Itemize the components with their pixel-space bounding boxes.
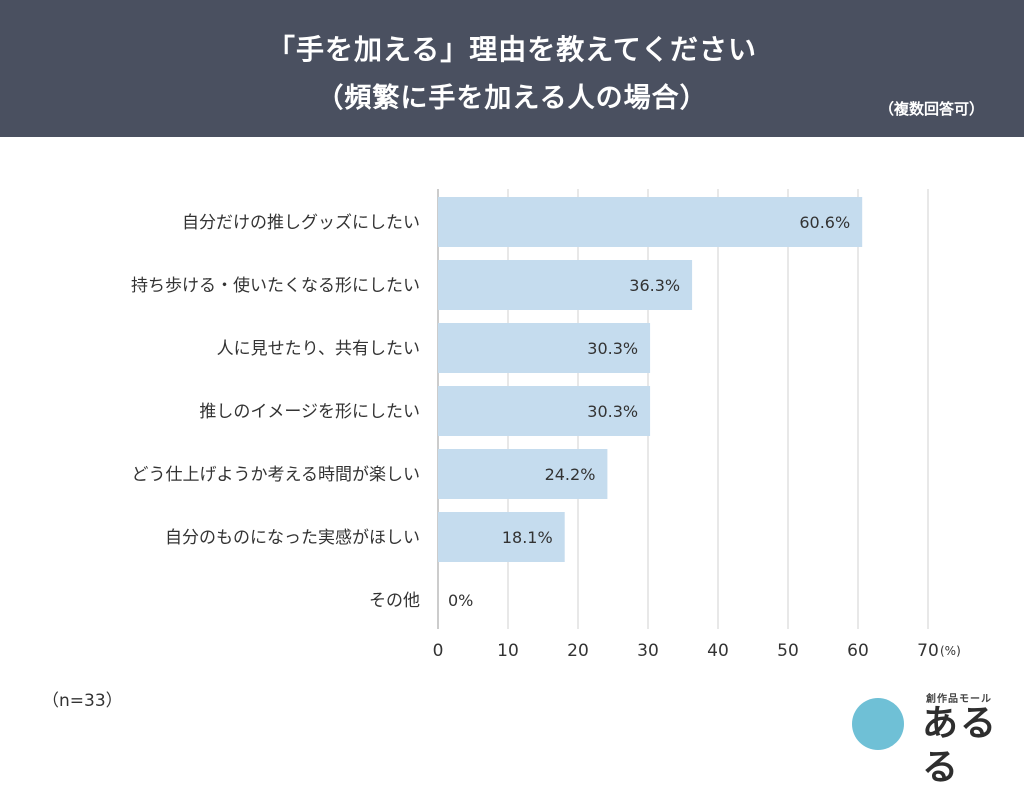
logo-subtitle: 創作品モール — [926, 694, 992, 705]
bar — [438, 323, 651, 373]
x-unit-label: (%) — [940, 644, 961, 658]
x-tick-label: 60 — [847, 641, 869, 661]
x-tick-label: 10 — [497, 641, 519, 661]
data-label: 24.2% — [545, 465, 596, 484]
x-tick-label: 0 — [433, 641, 444, 661]
header-banner: 「手を加える」理由を教えてください （頻繁に手を加える人の場合） （複数回答可） — [0, 0, 1024, 137]
x-tick-label: 70 — [917, 641, 939, 661]
bar — [438, 386, 651, 436]
logo-wordmark: あるる — [922, 703, 999, 788]
category-label: 自分のものになった実感がほしい — [165, 528, 420, 548]
x-tick-label: 50 — [777, 641, 799, 661]
brand-logo: 創作品モール あるる — [848, 688, 1008, 788]
x-tick-label: 30 — [637, 641, 659, 661]
bar — [438, 512, 565, 562]
bar — [438, 449, 608, 499]
x-tick-label: 40 — [707, 641, 729, 661]
chart-title: 「手を加える」理由を教えてください — [267, 33, 757, 66]
rabbit-logo-icon — [852, 698, 904, 750]
category-label: 持ち歩ける・使いたくなる形にしたい — [131, 275, 420, 296]
x-tick-label: 20 — [567, 641, 589, 661]
data-label: 60.6% — [799, 213, 850, 232]
category-label: 推しのイメージを形にしたい — [199, 402, 420, 422]
data-label: 30.3% — [587, 339, 638, 358]
data-label: 18.1% — [502, 528, 553, 547]
sample-size-label: （n=33） — [42, 691, 123, 711]
multiple-answer-note: （複数回答可） — [878, 100, 984, 118]
bar — [438, 197, 863, 247]
bar-chart: 自分だけの推しグッズにしたい 60.6% 持ち歩ける・使いたくなる形にしたい 36.3… — [131, 189, 961, 661]
data-label: 36.3% — [629, 276, 680, 295]
category-label: どう仕上げようか考える時間が楽しい — [132, 465, 421, 485]
chart-subtitle: （頻繁に手を加える人の場合） — [316, 83, 708, 114]
category-label: 人に見せたり、共有したい — [217, 339, 420, 359]
bar — [438, 260, 693, 310]
category-label: 自分だけの推しグッズにしたい — [182, 213, 420, 233]
data-label: 0% — [448, 591, 473, 610]
category-label: その他 — [369, 591, 420, 611]
data-label: 30.3% — [587, 402, 638, 421]
